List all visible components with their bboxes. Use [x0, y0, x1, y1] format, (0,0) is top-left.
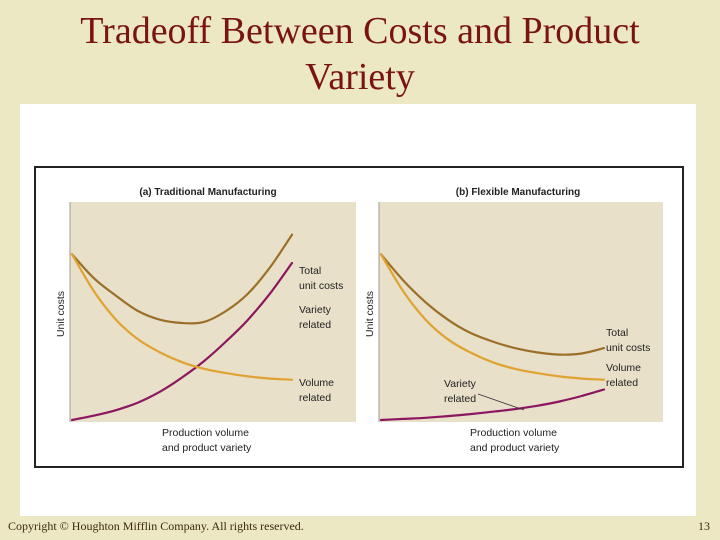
copyright-text: Copyright © Houghton Mifflin Company. Al… — [8, 519, 304, 533]
chart-b: (b) Flexible Manufacturing Unit costs Pr… — [364, 187, 663, 454]
chart-b-variety-label-1: Variety — [444, 378, 477, 390]
chart-b-plot-area — [379, 202, 663, 422]
chart-b-variety-line — [379, 388, 606, 422]
chart-b-variety-pointer — [477, 393, 525, 411]
chart-a-volume-label-1: Volume — [299, 377, 334, 389]
chart-b-total-line — [379, 253, 606, 356]
chart-b-total-label-1: Total — [606, 327, 628, 339]
slide-title: Tradeoff Between Costs and Product Varie… — [0, 8, 720, 100]
chart-a: (a) Traditional Manufacturing Unit costs… — [55, 187, 356, 454]
chart-a-xlabel-2: and product variety — [162, 442, 252, 454]
chart-a-variety-label-1: Variety — [299, 304, 332, 316]
chart-b-variety-label-2: related — [444, 393, 476, 405]
chart-a-plot-area — [70, 202, 356, 422]
chart-b-xlabel-2: and product variety — [470, 442, 560, 454]
chart-b-total-label-2: unit costs — [606, 342, 650, 354]
chart-a-volume-label-2: related — [299, 392, 331, 404]
chart-a-title: (a) Traditional Manufacturing — [139, 187, 276, 198]
chart-a-total-label-2: unit costs — [299, 280, 343, 292]
chart-a-total-label-1: Total — [299, 265, 321, 277]
chart-b-volume-line — [379, 253, 606, 381]
chart-b-xlabel-1: Production volume — [470, 427, 557, 439]
chart-b-ylabel: Unit costs — [364, 291, 376, 337]
chart-a-lines — [70, 233, 294, 422]
chart-b-lines — [379, 253, 606, 422]
chart-a-variety-label-2: related — [299, 319, 331, 331]
slide-title-line-1: Tradeoff Between Costs and Product — [80, 10, 640, 52]
chart-a-ylabel: Unit costs — [55, 291, 67, 337]
slide-title-line-2: Variety — [305, 56, 415, 98]
chart-a-total-line — [70, 233, 294, 325]
chart-b-volume-label-2: related — [606, 377, 638, 389]
page-number: 13 — [698, 519, 710, 533]
chart-a-variety-line — [70, 261, 294, 422]
chart-b-title: (b) Flexible Manufacturing — [456, 187, 580, 198]
chart-b-volume-label-1: Volume — [606, 362, 641, 374]
chart-a-xlabel-1: Production volume — [162, 427, 249, 439]
chart-a-volume-line — [70, 253, 294, 381]
